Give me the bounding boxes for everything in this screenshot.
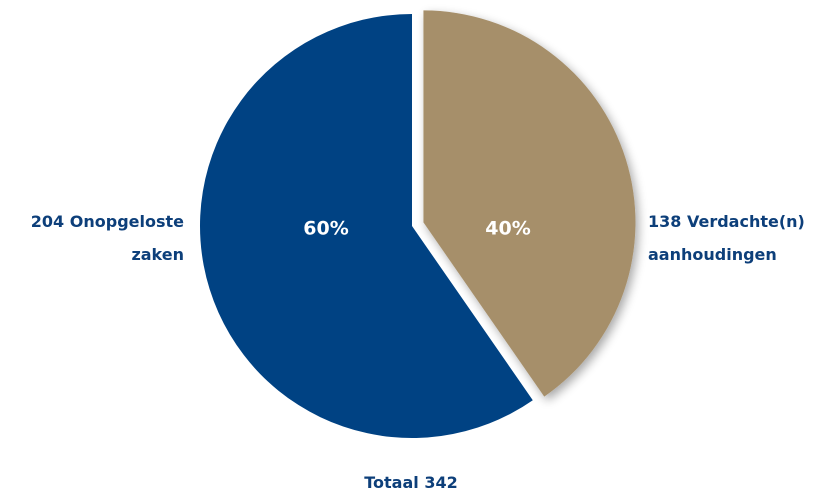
category-label-onopgeloste-line2: zaken xyxy=(131,245,184,264)
percent-label-verdachte-aanhoudingen: 40% xyxy=(485,218,530,240)
percent-label-onopgeloste-zaken: 60% xyxy=(303,218,348,240)
pie-slices xyxy=(199,10,636,438)
pie-slice-onopgeloste-zaken xyxy=(199,14,533,438)
category-label-onopgeloste-line1: 204 Onopgeloste xyxy=(31,212,184,231)
pie-slice-verdachte-aanhoudingen xyxy=(423,10,636,397)
category-label-verdachte-line1: 138 Verdachte(n) xyxy=(648,212,805,231)
category-label-verdachte-line2: aanhoudingen xyxy=(648,245,777,264)
percent-labels: 40% 60% xyxy=(303,218,530,240)
total-label: Totaal 342 xyxy=(364,473,457,492)
